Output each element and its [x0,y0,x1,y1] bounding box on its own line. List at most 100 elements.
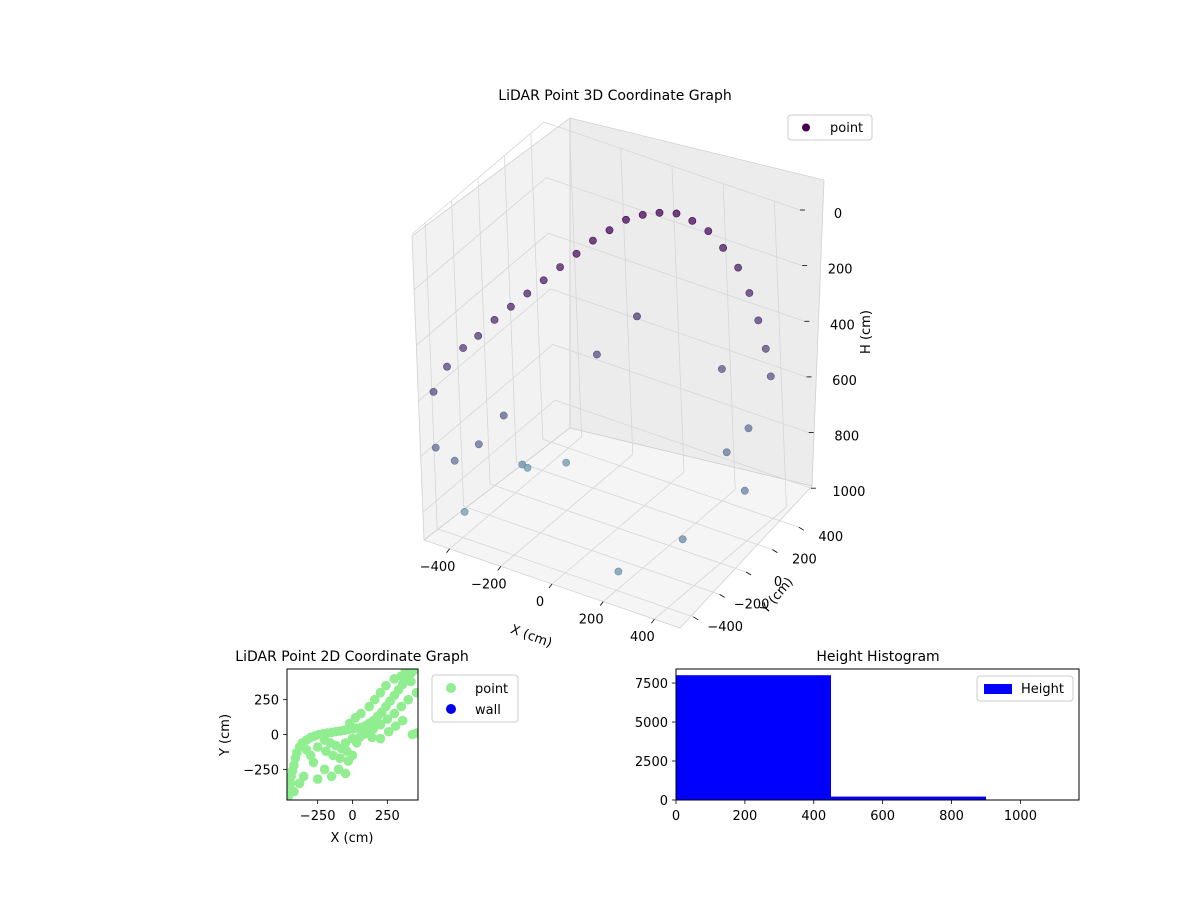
point-2d [289,786,299,797]
grid-line [569,130,582,437]
point-2d [364,701,375,712]
grid-line [671,165,685,473]
point-3d [429,387,438,396]
grid-line [546,177,803,267]
y-tick-label-2d: 250 [254,694,279,709]
grid-line [424,222,438,529]
ticks-3d: −400−2000200400−400−20002004000200400600… [420,207,866,645]
x-tick-3d [446,548,450,554]
point-3d [766,372,775,381]
grid-line [543,121,801,211]
y-tick-label-3d: −400 [707,620,743,635]
y-tick-label-2d: −250 [243,763,279,778]
y-tick-3d [798,526,805,531]
y-tick-3d [692,616,699,621]
x-tick-label-3d: 0 [536,595,544,610]
point-2d [397,715,408,726]
chart-2d-title: LiDAR Point 2D Coordinate Graph [235,649,468,665]
y-tick-3d [745,571,752,576]
x-tick-3d [497,566,502,571]
grid-line [654,506,787,620]
point-2d [370,694,380,705]
legend-histogram: Height [976,675,1074,702]
z-axis-label-3d: H (cm) [859,310,874,354]
point-3d [593,350,601,359]
point-3d [734,263,742,272]
y-tick-label-3d: 200 [792,553,817,568]
x-tick-label-3d: 200 [579,613,604,628]
point-2d [390,721,401,731]
grid-line [554,399,812,489]
pane-back [569,117,825,487]
x-tick-label-histogram: 0 [672,809,680,824]
point-3d [431,443,440,452]
x-axis-label-2d: X (cm) [331,831,374,846]
z-tick-label-3d: 800 [834,430,859,445]
histogram-bar [831,796,986,800]
point-2d [389,708,400,719]
point-3d [556,263,564,271]
point-2d [411,728,418,738]
chart-3d-title: LiDAR Point 3D Coordinate Graph [498,88,731,104]
legend-2d-point-marker [446,683,456,693]
point-3d [704,227,713,235]
legend-2d: point wall [431,674,519,723]
y-tick-label-2d: 0 [271,729,279,744]
z-tick-label-3d: 600 [832,374,857,389]
point-2d [287,778,296,789]
point-2d [340,768,351,779]
height-histogram-chart: Height Histogram 0 200 400 600 800 1000 0 2500 5… [635,649,1080,824]
point-2d [343,756,354,766]
legend-2d-wall-label: wall [475,703,501,718]
histogram-title: Height Histogram [816,649,939,665]
x-tick-3d [599,601,604,606]
point-2d [358,729,369,740]
point-3d [678,535,687,544]
y-tick-label-3d: 0 [774,575,782,590]
point-3d [459,344,467,352]
x-tick-3d [548,583,553,589]
point-2d [375,687,386,698]
plot-frame-histogram [675,668,1080,801]
grid-3d [411,121,812,620]
x-tick-label-3d: −400 [420,560,456,575]
x-tick-label-2d: 0 [348,809,356,824]
ticks-2d: −250 0 250 250 0 −250 [243,694,399,824]
grid-line [451,200,464,507]
legend-histogram-swatch [984,684,1012,694]
points-2d [287,669,418,800]
y-tick-label-3d: 400 [818,530,843,545]
x-axis-label-3d: X (cm) [508,622,554,651]
grid-line [416,232,549,346]
point-2d [406,676,416,687]
point-2d [368,724,379,734]
grid-line [552,344,809,433]
scatter-2d-chart: LiDAR Point 2D Coordinate Graph −250 0 250… [218,649,519,846]
x-tick-label-histogram: 400 [801,809,826,824]
grid-line [413,177,547,290]
x-tick-3d [651,618,655,624]
point-3d [745,289,754,297]
point-3d [490,315,499,324]
y-tick-3d [772,549,778,553]
point-3d [638,210,647,219]
point-2d [340,738,351,748]
point-2d [375,733,386,744]
point-2d [335,753,345,763]
point-3d [614,567,623,576]
point-2d [294,778,305,789]
point-3d [754,316,763,325]
point-2d [381,680,391,691]
x-tick-label-3d: 400 [630,630,655,645]
point-2d [319,764,330,775]
x-tick-label-histogram: 600 [870,809,895,824]
point-3d [460,507,469,516]
z-tick-label-3d: 400 [830,318,855,333]
point-3d [672,209,681,218]
grid-line [542,438,799,528]
grid-line [477,177,491,485]
point-2d [308,757,319,768]
point-2d [326,771,337,782]
point-3d [474,440,483,449]
legend-3d-marker [802,123,810,132]
